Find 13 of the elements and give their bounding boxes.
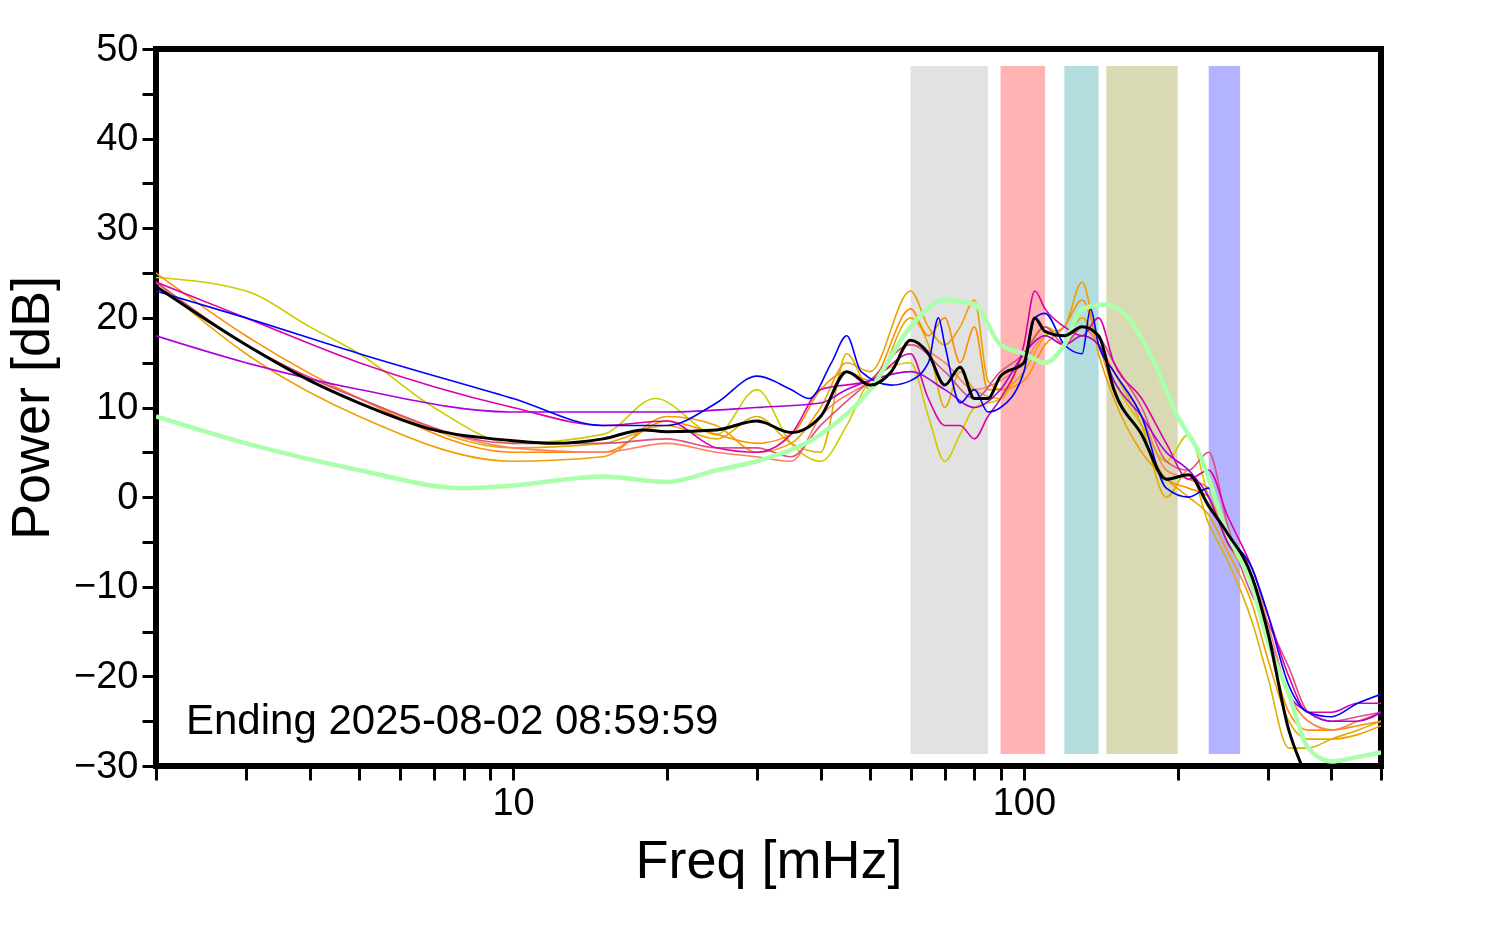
y-tick-label: 50 — [96, 26, 139, 69]
x-axis-title: Freq [mHz] — [635, 828, 903, 889]
y-tick-label: 40 — [96, 116, 139, 159]
x-tick-label: 100 — [992, 780, 1057, 823]
y-tick-label: −30 — [74, 743, 139, 786]
y-tick-label: −10 — [74, 564, 139, 607]
y-axis-title: Power [dB] — [0, 275, 61, 541]
y-tick-label: 0 — [117, 474, 139, 517]
y-tick-label: −20 — [74, 653, 139, 696]
y-tick-label: 10 — [96, 385, 139, 427]
y-tick-label: 30 — [96, 205, 139, 248]
y-tick-label: 20 — [96, 295, 139, 338]
annotation: Ending 2025-08-02 08:59:59 — [186, 696, 719, 743]
